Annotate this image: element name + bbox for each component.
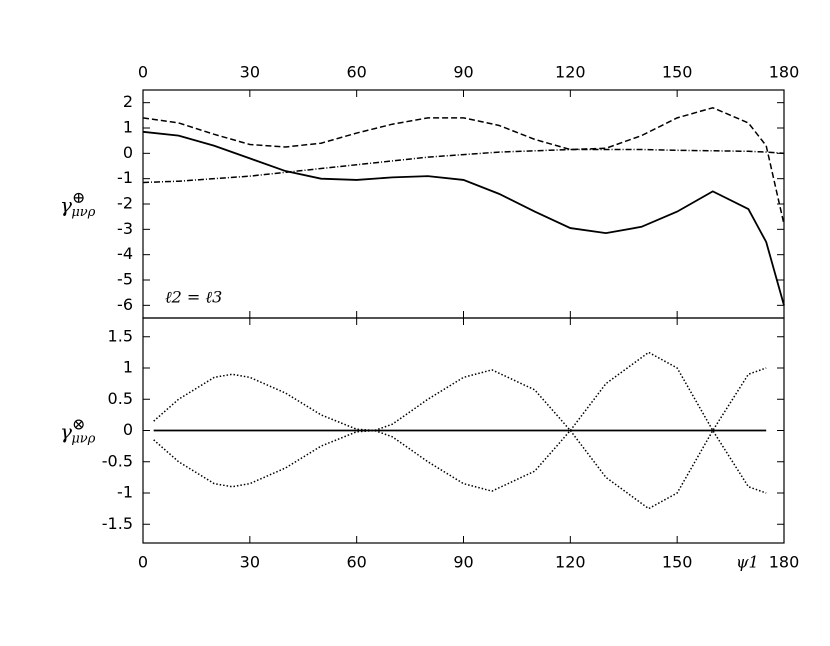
y-tick-label: 0 (123, 143, 133, 162)
y-tick-label: -1 (117, 483, 133, 502)
y-axis-label: γ⊗ μνρ (60, 414, 96, 446)
y-tick-label: 1 (123, 118, 133, 137)
y-axis-label: γ⊕ μνρ (60, 188, 96, 220)
y-tick-label: 1.5 (108, 326, 133, 345)
x-tick-label: 60 (346, 63, 366, 82)
x-tick-label: 0 (138, 553, 148, 572)
data-line (153, 351, 767, 494)
x-tick-label: 180 (769, 553, 800, 572)
y-tick-label: 0.5 (108, 389, 133, 408)
data-line (142, 130, 785, 306)
y-tick-label: -5 (117, 270, 133, 289)
y-tick-label: -6 (117, 295, 133, 314)
y-label-superscript: ⊕ (72, 188, 85, 207)
x-tick-label: 0 (138, 63, 148, 82)
y-tick-label: 1 (123, 358, 133, 377)
annotation: ℓ2 = ℓ3 (165, 288, 222, 307)
x-tick-label: 150 (662, 553, 693, 572)
x-tick-label: 90 (453, 63, 473, 82)
y-label-symbol: γ (60, 419, 72, 443)
data-line (142, 106, 785, 225)
data-line (153, 367, 767, 510)
y-tick-label: 0 (123, 420, 133, 439)
y-tick-label: -2 (117, 194, 133, 213)
y-tick-label: -3 (117, 219, 133, 238)
y-label-superscript: ⊗ (72, 414, 85, 433)
x-tick-label: 30 (240, 553, 260, 572)
plot-frame (142, 89, 785, 319)
x-tick-label: 180 (769, 63, 800, 82)
x-tick-label: 60 (346, 553, 366, 572)
y-tick-label: -4 (117, 244, 133, 263)
x-axis-label: ψ1 (736, 553, 759, 572)
y-label-subscript: μνρ (71, 431, 95, 446)
x-tick-label: 120 (555, 63, 586, 82)
x-tick-label: 90 (453, 553, 473, 572)
x-tick-label: 30 (240, 63, 260, 82)
y-label-symbol: γ (60, 193, 72, 217)
x-tick-label: 150 (662, 63, 693, 82)
y-tick-label: 2 (123, 92, 133, 111)
y-tick-label: -1 (117, 168, 133, 187)
y-tick-label: -0.5 (102, 451, 133, 470)
y-label-subscript: μνρ (71, 205, 95, 220)
data-line (142, 148, 785, 184)
plot-frame (142, 317, 785, 544)
y-tick-label: -1.5 (102, 514, 133, 533)
x-tick-label: 120 (555, 553, 586, 572)
